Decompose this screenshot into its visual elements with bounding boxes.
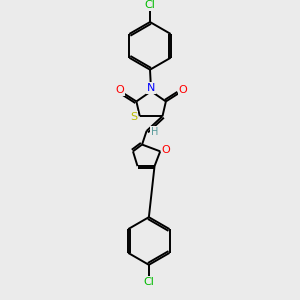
- Text: O: O: [178, 85, 187, 95]
- Text: S: S: [130, 112, 137, 122]
- Text: H: H: [151, 127, 158, 137]
- Text: N: N: [147, 83, 155, 93]
- Text: Cl: Cl: [145, 0, 155, 10]
- Text: O: O: [115, 85, 124, 95]
- Text: O: O: [161, 145, 170, 155]
- Text: Cl: Cl: [143, 277, 154, 287]
